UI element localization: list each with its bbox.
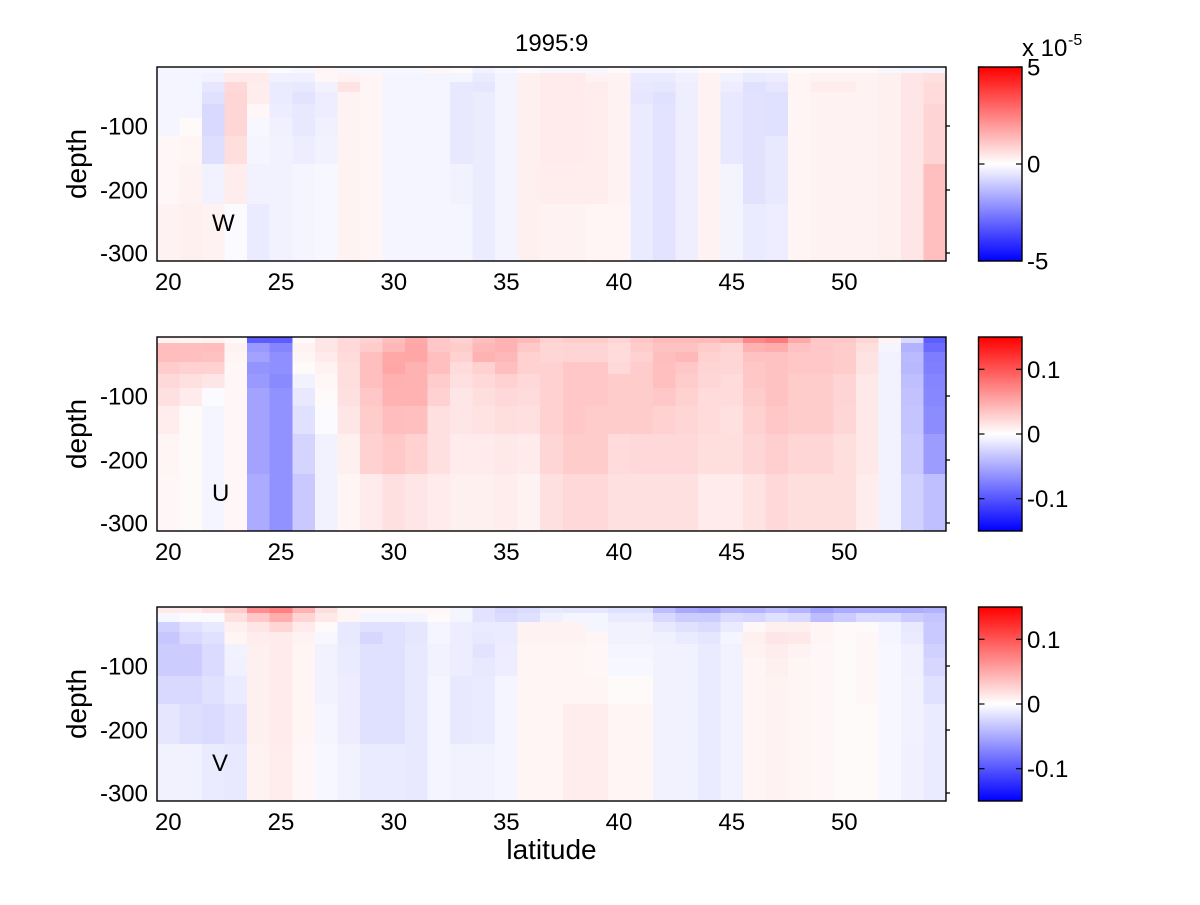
- svg-text:0: 0: [1027, 422, 1040, 449]
- svg-text:40: 40: [606, 809, 633, 836]
- svg-text:45: 45: [718, 809, 745, 836]
- svg-text:0.1: 0.1: [1027, 357, 1060, 384]
- svg-text:20: 20: [155, 539, 182, 566]
- svg-text:0: 0: [1027, 152, 1040, 179]
- svg-text:-0.1: -0.1: [1027, 756, 1068, 783]
- svg-text:x 10: x 10: [1022, 35, 1067, 62]
- svg-text:50: 50: [831, 809, 858, 836]
- svg-text:depth: depth: [61, 669, 92, 739]
- svg-text:-200: -200: [100, 448, 148, 475]
- svg-text:20: 20: [155, 269, 182, 296]
- svg-text:45: 45: [718, 269, 745, 296]
- svg-text:V: V: [212, 750, 228, 777]
- svg-text:25: 25: [268, 269, 295, 296]
- svg-text:depth: depth: [61, 129, 92, 199]
- svg-text:50: 50: [831, 269, 858, 296]
- svg-text:U: U: [212, 480, 229, 507]
- svg-text:W: W: [212, 210, 235, 237]
- svg-text:40: 40: [606, 269, 633, 296]
- svg-text:5: 5: [1027, 55, 1040, 82]
- svg-text:-5: -5: [1027, 249, 1048, 276]
- svg-text:1995:9: 1995:9: [515, 30, 588, 57]
- svg-text:-300: -300: [100, 241, 148, 268]
- svg-text:40: 40: [606, 539, 633, 566]
- svg-text:0: 0: [1027, 692, 1040, 719]
- svg-text:-5: -5: [1068, 32, 1082, 49]
- svg-text:-100: -100: [100, 114, 148, 141]
- svg-text:30: 30: [380, 809, 407, 836]
- svg-text:30: 30: [380, 269, 407, 296]
- svg-text:25: 25: [268, 809, 295, 836]
- svg-text:depth: depth: [61, 399, 92, 469]
- svg-text:20: 20: [155, 809, 182, 836]
- svg-text:-300: -300: [100, 781, 148, 808]
- svg-text:35: 35: [493, 539, 520, 566]
- svg-text:25: 25: [268, 539, 295, 566]
- svg-text:0.1: 0.1: [1027, 627, 1060, 654]
- svg-text:45: 45: [718, 539, 745, 566]
- svg-text:-0.1: -0.1: [1027, 486, 1068, 513]
- svg-text:50: 50: [831, 539, 858, 566]
- svg-text:35: 35: [493, 269, 520, 296]
- svg-text:-100: -100: [100, 654, 148, 681]
- svg-text:latitude: latitude: [506, 834, 596, 865]
- svg-text:30: 30: [380, 539, 407, 566]
- svg-text:-100: -100: [100, 384, 148, 411]
- svg-text:35: 35: [493, 809, 520, 836]
- svg-text:-200: -200: [100, 718, 148, 745]
- svg-text:-200: -200: [100, 178, 148, 205]
- svg-text:-300: -300: [100, 511, 148, 538]
